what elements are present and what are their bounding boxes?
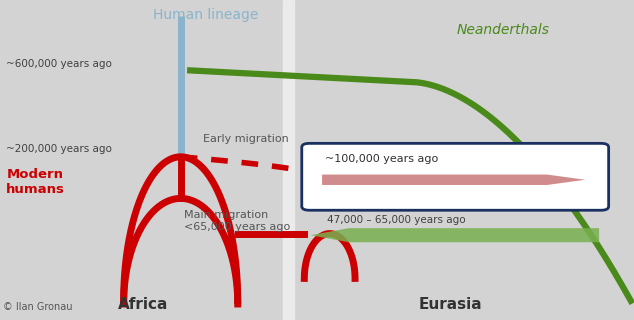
Text: Neanderthals: Neanderthals	[456, 23, 550, 37]
FancyBboxPatch shape	[302, 143, 609, 210]
Bar	[283, 0, 294, 320]
Text: ~200,000 years ago: ~200,000 years ago	[6, 144, 112, 154]
Polygon shape	[322, 174, 585, 185]
Text: <65,000 years ago: <65,000 years ago	[184, 222, 290, 232]
Text: Modern
humans: Modern humans	[6, 168, 65, 196]
Text: 47,000 – 65,000 years ago: 47,000 – 65,000 years ago	[327, 215, 465, 225]
Text: Eurasia: Eurasia	[418, 297, 482, 312]
Text: Early migration: Early migration	[203, 134, 288, 144]
Polygon shape	[311, 228, 599, 242]
Text: © Ilan Gronau: © Ilan Gronau	[3, 302, 73, 312]
Text: ~100,000 years ago: ~100,000 years ago	[325, 154, 439, 164]
Text: Human lineage: Human lineage	[153, 8, 259, 22]
Text: Main migration: Main migration	[184, 210, 268, 220]
Text: ~600,000 years ago: ~600,000 years ago	[6, 59, 112, 69]
Text: Africa: Africa	[117, 297, 168, 312]
